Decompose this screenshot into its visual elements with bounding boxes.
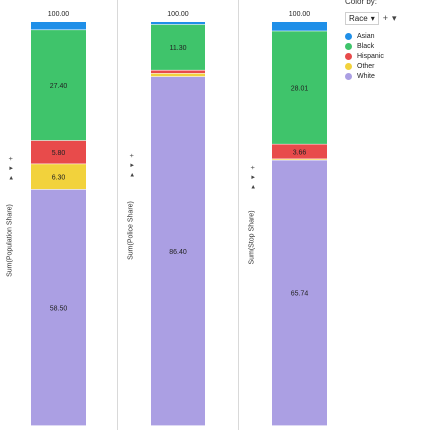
bar-segment-stop-asian[interactable] [272, 22, 327, 31]
legend-item-label: Black [357, 42, 375, 50]
bar-segment-value-label: 6.30 [52, 174, 66, 181]
panel-divider [117, 0, 118, 430]
legend-item-black[interactable]: Black [345, 41, 423, 51]
legend-swatch-icon [345, 42, 352, 50]
bar-segment-population-hispanic[interactable] [31, 140, 86, 164]
legend-item-label: Asian [357, 32, 375, 40]
color-by-value: Race [349, 13, 368, 23]
legend-item-other[interactable]: Other [345, 61, 423, 71]
legend-item-label: Hispanic [357, 52, 384, 60]
add-icon[interactable]: + [382, 13, 388, 23]
legend-item-asian[interactable]: Asian [345, 31, 423, 41]
legend-item-label: White [357, 72, 375, 80]
bar-segment-value-label: 58.50 [50, 305, 68, 312]
bar-segment-value-label: 86.40 [169, 249, 187, 256]
bar-segment-value-label: 11.30 [170, 45, 187, 52]
bar-segment-stop-white[interactable] [272, 160, 327, 426]
bar-segment-population-asian[interactable] [31, 22, 86, 30]
bar-segment-police-other[interactable] [151, 73, 205, 77]
bar-segment-value-label: 27.40 [50, 83, 68, 90]
panel-divider [238, 0, 239, 430]
color-legend: Color by: Race ▾ + ▾ Asian Black Hispani… [345, 0, 423, 81]
legend-swatch-icon [345, 62, 352, 70]
chevron-down-icon: ▾ [370, 13, 375, 23]
legend-swatch-icon [345, 52, 352, 60]
y-axis-title-stop: Sum(Stop Share) [248, 210, 256, 265]
y-axis-title-population: Sum(Population Share) [6, 204, 14, 277]
bar-segment-stop-other[interactable] [272, 159, 327, 160]
bar-segment-stop-black[interactable] [272, 31, 327, 144]
bar-segment-population-other[interactable] [31, 164, 86, 190]
bar-segment-stop-hispanic[interactable] [272, 144, 327, 159]
legend-item-hispanic[interactable]: Hispanic [345, 51, 423, 61]
bar-segment-police-black[interactable] [151, 24, 205, 70]
bar-total-label-population: 100.00 [48, 11, 70, 18]
bar-segment-police-asian[interactable] [151, 22, 205, 25]
bar-segment-population-white[interactable] [31, 189, 86, 426]
color-by-select[interactable]: Race ▾ [345, 11, 379, 25]
bar-total-label-stop: 100.00 [289, 11, 311, 18]
legend-swatch-icon [345, 72, 352, 80]
bar-segment-police-hispanic[interactable] [151, 70, 205, 74]
bar-segment-value-label: 5.80 [52, 150, 66, 157]
legend-title: Color by: [345, 0, 378, 6]
y-axis-title-police: Sum(Police Share) [127, 201, 135, 260]
legend-item-label: Other [357, 62, 375, 70]
axis-controls-police[interactable]: ▸ ▾ + [129, 151, 136, 177]
bar-segment-value-label: 28.01 [291, 85, 309, 92]
legend-controls: Race ▾ + ▾ [345, 11, 423, 25]
bar-segment-police-white[interactable] [151, 76, 205, 426]
bar-total-label-police: 100.00 [167, 11, 189, 18]
bar-segment-value-label: 3.66 [293, 149, 307, 156]
axis-controls-stop[interactable]: ▸ ▾ + [250, 163, 257, 189]
legend-list: Asian Black Hispanic Other White [345, 31, 423, 81]
legend-menu-chevron-icon[interactable]: ▾ [391, 13, 397, 23]
bar-segment-value-label: 65.74 [291, 291, 309, 298]
legend-swatch-icon [345, 32, 352, 40]
legend-item-white[interactable]: White [345, 71, 423, 81]
axis-controls-population[interactable]: ▸ ▾ + [8, 154, 15, 180]
bar-segment-population-black[interactable] [31, 30, 86, 141]
